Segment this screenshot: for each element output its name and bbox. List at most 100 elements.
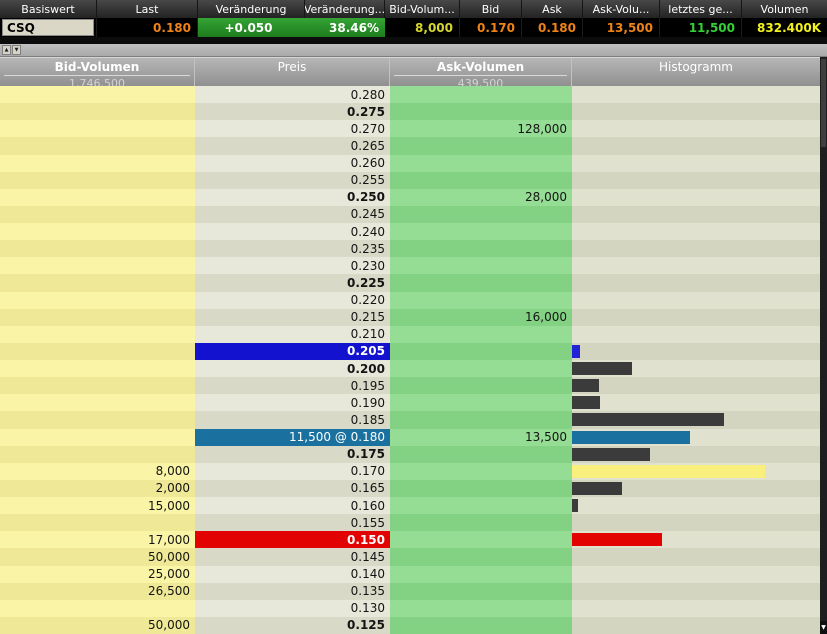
- ladder-row[interactable]: 0.230: [0, 257, 820, 275]
- ask-volume-cell[interactable]: [390, 411, 572, 429]
- ask-volume-cell[interactable]: [390, 548, 572, 566]
- ladder-row[interactable]: 11,500 @ 0.180 13,500: [0, 428, 820, 446]
- ladder-row[interactable]: 0.255: [0, 171, 820, 189]
- ask-volume-cell[interactable]: 128,000: [390, 120, 572, 138]
- ask-volume-cell[interactable]: [390, 565, 572, 583]
- ask-volume-cell[interactable]: [390, 325, 572, 343]
- col-header-last[interactable]: Last: [97, 0, 198, 18]
- ladder-row[interactable]: 0.200: [0, 360, 820, 378]
- ask-volume-cell[interactable]: [390, 103, 572, 121]
- symbol-value[interactable]: CSQ: [2, 19, 94, 36]
- bid-volume-cell[interactable]: [0, 86, 195, 104]
- price-cell[interactable]: 0.145: [195, 548, 390, 566]
- ask-volume-cell[interactable]: [390, 599, 572, 617]
- ladder-row[interactable]: 8,000 0.170: [0, 462, 820, 480]
- scrollbar-track[interactable]: [820, 147, 827, 621]
- bid-volume-cell[interactable]: [0, 274, 195, 292]
- bid-volume-cell[interactable]: [0, 445, 195, 463]
- ladder-row[interactable]: 0.265: [0, 137, 820, 155]
- bid-volume-cell[interactable]: [0, 325, 195, 343]
- price-cell[interactable]: 0.245: [195, 205, 390, 223]
- bid-volume-cell[interactable]: [0, 411, 195, 429]
- ladder-row[interactable]: 0.225: [0, 274, 820, 292]
- price-cell[interactable]: 0.225: [195, 274, 390, 292]
- price-cell[interactable]: 11,500 @ 0.180: [195, 428, 390, 446]
- symbol-cell[interactable]: CSQ: [0, 18, 97, 37]
- ask-volume-cell[interactable]: [390, 257, 572, 275]
- price-cell[interactable]: 0.140: [195, 565, 390, 583]
- ask-volume-cell[interactable]: [390, 616, 572, 634]
- ask-volume-cell[interactable]: [390, 223, 572, 241]
- ladder-row[interactable]: 0.175: [0, 445, 820, 463]
- ladder-row[interactable]: 0.245: [0, 205, 820, 223]
- ask-volume-cell[interactable]: [390, 342, 572, 360]
- scrollbar-thumb[interactable]: [821, 59, 826, 147]
- price-cell[interactable]: 0.150: [195, 531, 390, 549]
- price-cell[interactable]: 0.130: [195, 599, 390, 617]
- ladder-row[interactable]: 25,000 0.140: [0, 565, 820, 583]
- bid-volume-cell[interactable]: [0, 342, 195, 360]
- col-header-ask-volume[interactable]: Ask-Volu...: [583, 0, 660, 18]
- price-cell[interactable]: 0.125: [195, 616, 390, 634]
- bid-volume-cell[interactable]: 2,000: [0, 479, 195, 497]
- scroll-down-icon[interactable]: ▼: [820, 621, 827, 634]
- ladder-row[interactable]: 0.260: [0, 154, 820, 172]
- ladder-row[interactable]: 50,000 0.145: [0, 548, 820, 566]
- bid-volume-cell[interactable]: 50,000: [0, 548, 195, 566]
- price-cell[interactable]: 0.250: [195, 188, 390, 206]
- ladder-row[interactable]: 0.235: [0, 240, 820, 258]
- collapse-up-button[interactable]: ▲: [2, 45, 11, 55]
- bid-volume-cell[interactable]: [0, 360, 195, 378]
- bid-volume-cell[interactable]: [0, 377, 195, 395]
- ask-volume-cell[interactable]: [390, 497, 572, 515]
- bid-volume-cell[interactable]: 8,000: [0, 462, 195, 480]
- ask-volume-cell[interactable]: [390, 171, 572, 189]
- price-cell[interactable]: 0.175: [195, 445, 390, 463]
- price-cell[interactable]: 0.155: [195, 514, 390, 532]
- bid-volume-cell[interactable]: [0, 428, 195, 446]
- col-header-ask[interactable]: Ask: [522, 0, 583, 18]
- bid-volume-cell[interactable]: [0, 103, 195, 121]
- ladder-row[interactable]: 50,000 0.125: [0, 616, 820, 634]
- ladder-row[interactable]: 0.240: [0, 223, 820, 241]
- vertical-scrollbar[interactable]: ▼: [820, 57, 827, 634]
- ask-volume-cell[interactable]: [390, 479, 572, 497]
- price-cell[interactable]: 0.235: [195, 240, 390, 258]
- price-cell[interactable]: 0.265: [195, 137, 390, 155]
- bid-volume-cell[interactable]: [0, 171, 195, 189]
- price-cell[interactable]: 0.270: [195, 120, 390, 138]
- col-header-volume[interactable]: Volumen: [760, 2, 809, 16]
- ask-volume-cell[interactable]: 16,000: [390, 308, 572, 326]
- ask-volume-cell[interactable]: [390, 274, 572, 292]
- ladder-row[interactable]: 0.130: [0, 599, 820, 617]
- bid-volume-cell[interactable]: [0, 291, 195, 309]
- price-cell[interactable]: 0.255: [195, 171, 390, 189]
- ladder-row[interactable]: 0.270 128,000: [0, 120, 820, 138]
- bid-volume-cell[interactable]: [0, 223, 195, 241]
- ask-volume-cell[interactable]: [390, 240, 572, 258]
- ladder-row[interactable]: 2,000 0.165: [0, 479, 820, 497]
- col-header-bid-volume[interactable]: Bid-Volum...: [385, 0, 460, 18]
- col-header-change-pct[interactable]: Veränderung...: [305, 0, 385, 18]
- ask-volume-cell[interactable]: [390, 462, 572, 480]
- price-cell[interactable]: 0.220: [195, 291, 390, 309]
- bid-volume-cell[interactable]: 25,000: [0, 565, 195, 583]
- bid-volume-cell[interactable]: [0, 394, 195, 412]
- ask-volume-cell[interactable]: 13,500: [390, 428, 572, 446]
- ladder-row[interactable]: 15,000 0.160: [0, 497, 820, 515]
- bid-volume-cell[interactable]: [0, 599, 195, 617]
- col-header-basiswert[interactable]: Basiswert: [0, 0, 97, 18]
- collapse-down-button[interactable]: ▼: [12, 45, 21, 55]
- bid-volume-cell[interactable]: [0, 154, 195, 172]
- ladder-row[interactable]: 0.215 16,000: [0, 308, 820, 326]
- bid-volume-cell[interactable]: 26,500: [0, 582, 195, 600]
- price-cell[interactable]: 0.195: [195, 377, 390, 395]
- price-cell[interactable]: 0.240: [195, 223, 390, 241]
- ask-volume-cell[interactable]: [390, 360, 572, 378]
- col-header-last-trade-volume[interactable]: letztes ge...: [660, 0, 742, 18]
- ask-volume-cell[interactable]: [390, 582, 572, 600]
- bid-volume-cell[interactable]: [0, 308, 195, 326]
- ask-volume-cell[interactable]: [390, 86, 572, 104]
- price-cell[interactable]: 0.160: [195, 497, 390, 515]
- ladder-row[interactable]: 0.205: [0, 342, 820, 360]
